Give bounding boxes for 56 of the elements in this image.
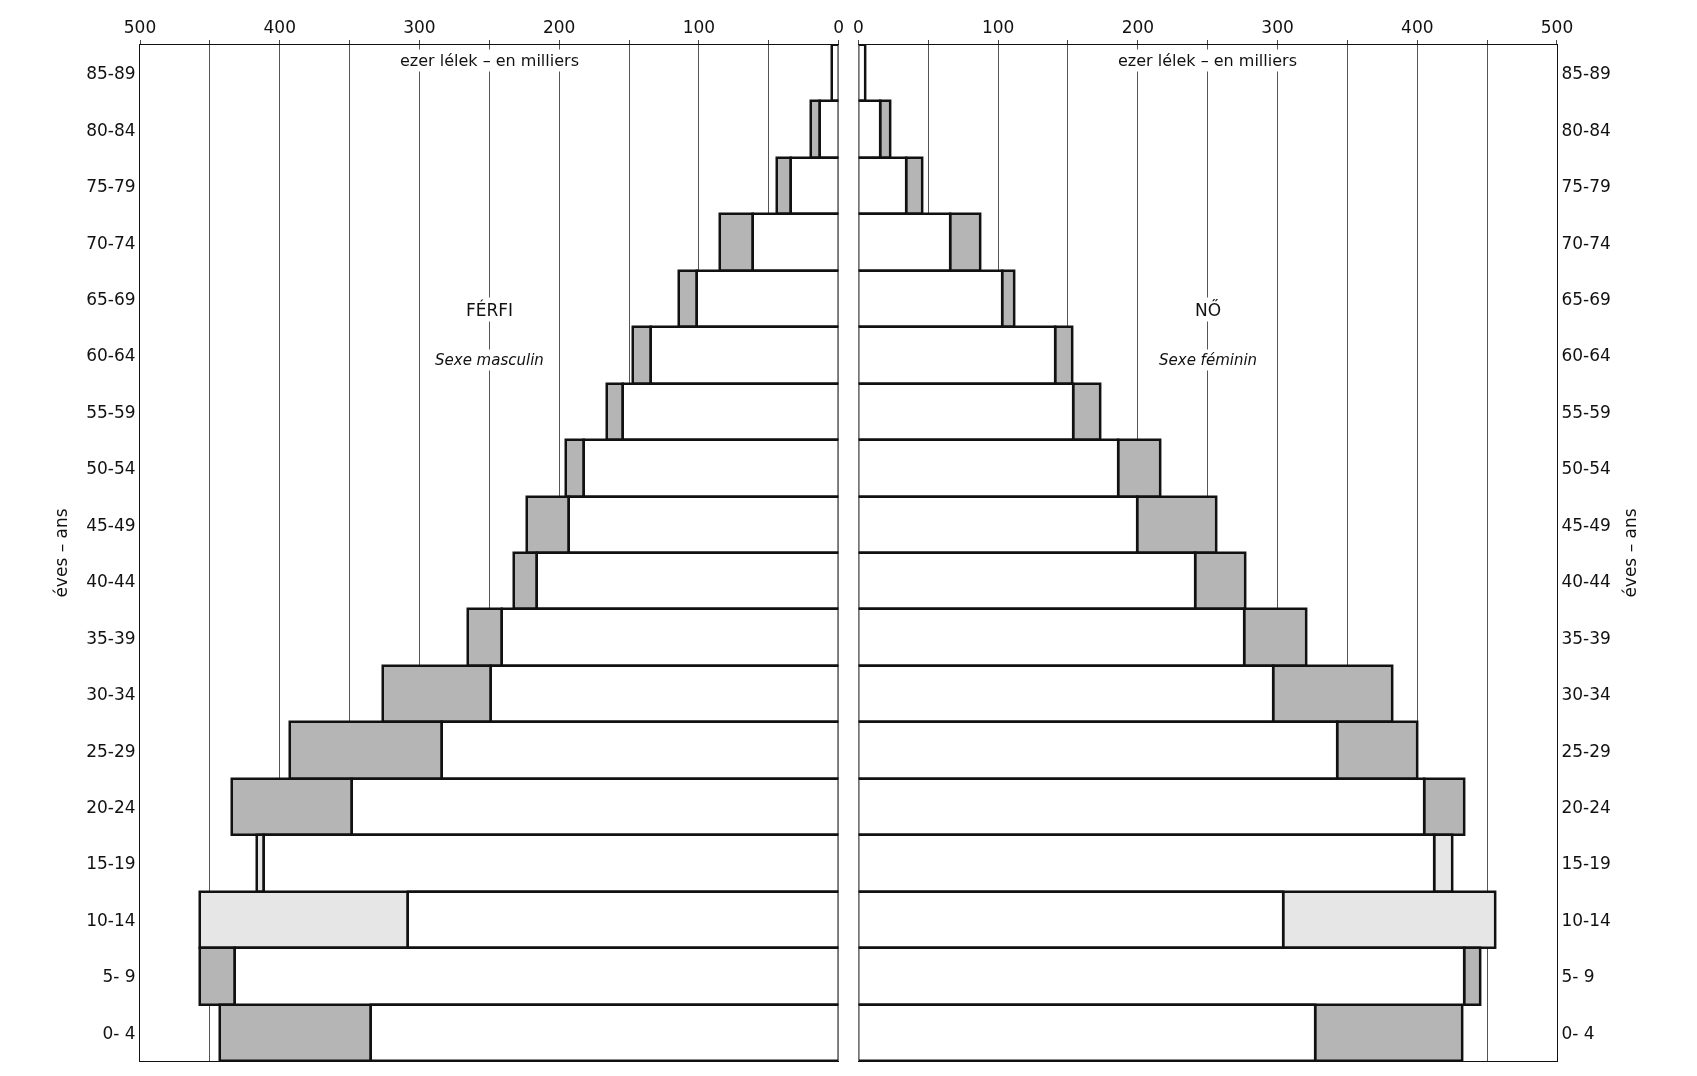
y-tick-label: 75-79 [1561, 176, 1611, 197]
y-tick-label: 70-74 [86, 232, 136, 253]
y-tick-label: 35-39 [1561, 627, 1611, 648]
x-tick-label: 100 [981, 17, 1015, 38]
y-tick-label: 75-79 [86, 176, 136, 197]
y-tick-label: 55-59 [1561, 401, 1611, 422]
x-tick-label: 100 [682, 17, 716, 38]
y-tick-label: 35-39 [86, 627, 136, 648]
y-tick-label: 5- 9 [1561, 966, 1595, 987]
y-tick-label: 25-29 [1561, 740, 1611, 761]
y-tick-label: 10-14 [1561, 909, 1611, 930]
y-tick-label: 70-74 [1561, 232, 1611, 253]
x-tick-label: 500 [1540, 17, 1574, 38]
y-tick-label: 0- 4 [1561, 1022, 1595, 1043]
y-tick-label: 15-19 [1561, 853, 1611, 874]
annotation: FÉRFI [466, 299, 514, 320]
y-tick-label: 50-54 [1561, 458, 1611, 479]
x-tick-label: 400 [1401, 17, 1434, 38]
y-tick-label: 80-84 [86, 119, 136, 140]
y-tick-label: 20-24 [1561, 796, 1611, 817]
y-tick-label: 85-89 [86, 63, 136, 84]
y-tick-label: 40-44 [1561, 571, 1611, 592]
annotation: ezer lélek – en milliers [1118, 51, 1297, 70]
y-tick-label: 60-64 [1561, 345, 1611, 366]
y-tick-label: 20-24 [86, 796, 136, 817]
annotation: Sexe masculin [435, 351, 544, 369]
y-tick-label: 15-19 [86, 853, 136, 874]
x-tick-label: 300 [403, 17, 436, 38]
y-tick-label: 30-34 [86, 684, 136, 705]
y-tick-label: 5- 9 [102, 966, 136, 987]
x-tick-label: 500 [123, 17, 157, 38]
x-tick-label: 200 [1121, 17, 1155, 38]
y-tick-label: 85-89 [1561, 63, 1611, 84]
y-tick-label: 65-69 [1561, 288, 1611, 309]
annotation: ezer lélek – en milliers [400, 51, 579, 70]
y-tick-label: 80-84 [1561, 119, 1611, 140]
x-tick-label: 400 [263, 17, 296, 38]
y-tick-label: 65-69 [86, 288, 136, 309]
annotation: NŐ [1195, 299, 1222, 320]
x-tick-label: 300 [1261, 17, 1294, 38]
y-tick-label: 55-59 [86, 401, 136, 422]
x-tick-label: 0 [833, 17, 844, 38]
y-tick-label: 10-14 [86, 909, 136, 930]
x-tick-label: 0 [853, 17, 864, 38]
y-axis-title: éves – ans [50, 508, 71, 598]
annotation: Sexe féminin [1159, 351, 1258, 369]
y-tick-label: 30-34 [1561, 684, 1611, 705]
y-tick-label: 60-64 [86, 345, 136, 366]
y-tick-label: 40-44 [86, 571, 136, 592]
y-tick-label: 45-49 [1561, 514, 1611, 535]
y-tick-label: 25-29 [86, 740, 136, 761]
y-axis-title: éves – ans [1620, 508, 1641, 598]
y-tick-label: 50-54 [86, 458, 136, 479]
x-tick-label: 200 [542, 17, 576, 38]
y-tick-label: 0- 4 [102, 1022, 136, 1043]
y-tick-label: 45-49 [86, 514, 136, 535]
